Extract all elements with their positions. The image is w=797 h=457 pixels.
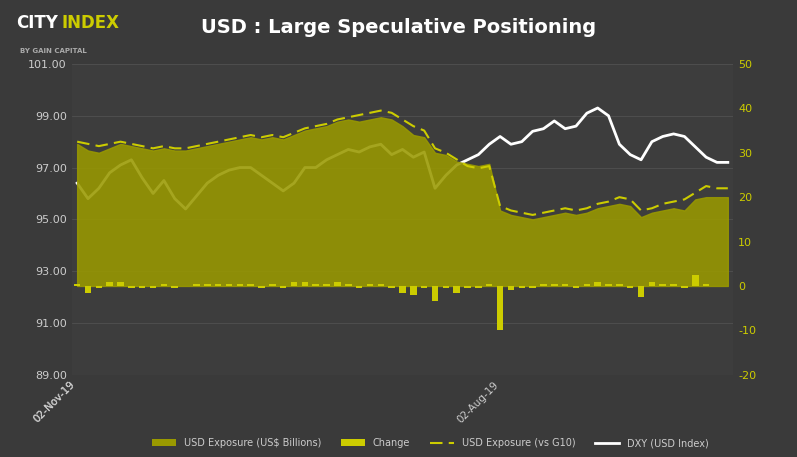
Bar — [573, 286, 579, 288]
Bar — [117, 282, 124, 286]
Bar — [139, 286, 146, 288]
Bar — [681, 286, 688, 288]
Bar — [638, 286, 644, 297]
Bar — [670, 284, 677, 286]
Bar — [583, 284, 590, 286]
Bar — [378, 284, 384, 286]
Bar — [312, 284, 319, 286]
Bar — [659, 284, 666, 286]
Bar — [703, 284, 709, 286]
Bar — [421, 286, 427, 288]
Bar — [465, 286, 471, 288]
Bar — [291, 282, 297, 286]
Bar — [616, 284, 622, 286]
Bar — [345, 284, 351, 286]
Bar — [432, 286, 438, 302]
Bar — [399, 286, 406, 292]
Bar — [595, 282, 601, 286]
Bar — [171, 286, 178, 288]
Bar — [96, 286, 102, 288]
Legend: USD Exposure (US$ Billions), Change, USD Exposure (vs G10), DXY (USD Index): USD Exposure (US$ Billions), Change, USD… — [148, 434, 713, 452]
Bar — [269, 284, 276, 286]
Bar — [551, 284, 558, 286]
Bar — [355, 286, 363, 288]
Bar — [605, 284, 612, 286]
Bar — [150, 286, 156, 288]
Bar — [324, 284, 330, 286]
Bar — [247, 284, 254, 286]
Bar — [215, 284, 222, 286]
Bar — [562, 284, 568, 286]
Bar — [204, 284, 210, 286]
Bar — [107, 282, 113, 286]
Bar — [280, 286, 286, 288]
Bar — [410, 286, 417, 295]
Bar — [497, 286, 504, 330]
Bar — [442, 286, 450, 288]
Text: CITY: CITY — [16, 14, 58, 32]
Bar — [237, 284, 243, 286]
Bar — [627, 286, 634, 288]
Bar — [226, 284, 232, 286]
Bar — [367, 284, 373, 286]
Bar — [486, 284, 493, 286]
Bar — [128, 286, 135, 288]
Text: BY GAIN CAPITAL: BY GAIN CAPITAL — [20, 48, 87, 54]
Bar — [193, 284, 200, 286]
Bar — [334, 282, 340, 286]
Bar — [84, 286, 91, 292]
Bar — [74, 284, 80, 286]
Bar — [540, 284, 547, 286]
Bar — [301, 282, 308, 286]
Bar — [529, 286, 536, 288]
Text: USD : Large Speculative Positioning: USD : Large Speculative Positioning — [201, 18, 596, 37]
Bar — [692, 275, 698, 286]
Bar — [508, 286, 514, 290]
Bar — [161, 284, 167, 286]
Bar — [475, 286, 481, 288]
Bar — [388, 286, 395, 288]
Bar — [649, 282, 655, 286]
Text: INDEX: INDEX — [61, 14, 120, 32]
Bar — [519, 286, 525, 288]
Bar — [453, 286, 460, 292]
Bar — [258, 286, 265, 288]
